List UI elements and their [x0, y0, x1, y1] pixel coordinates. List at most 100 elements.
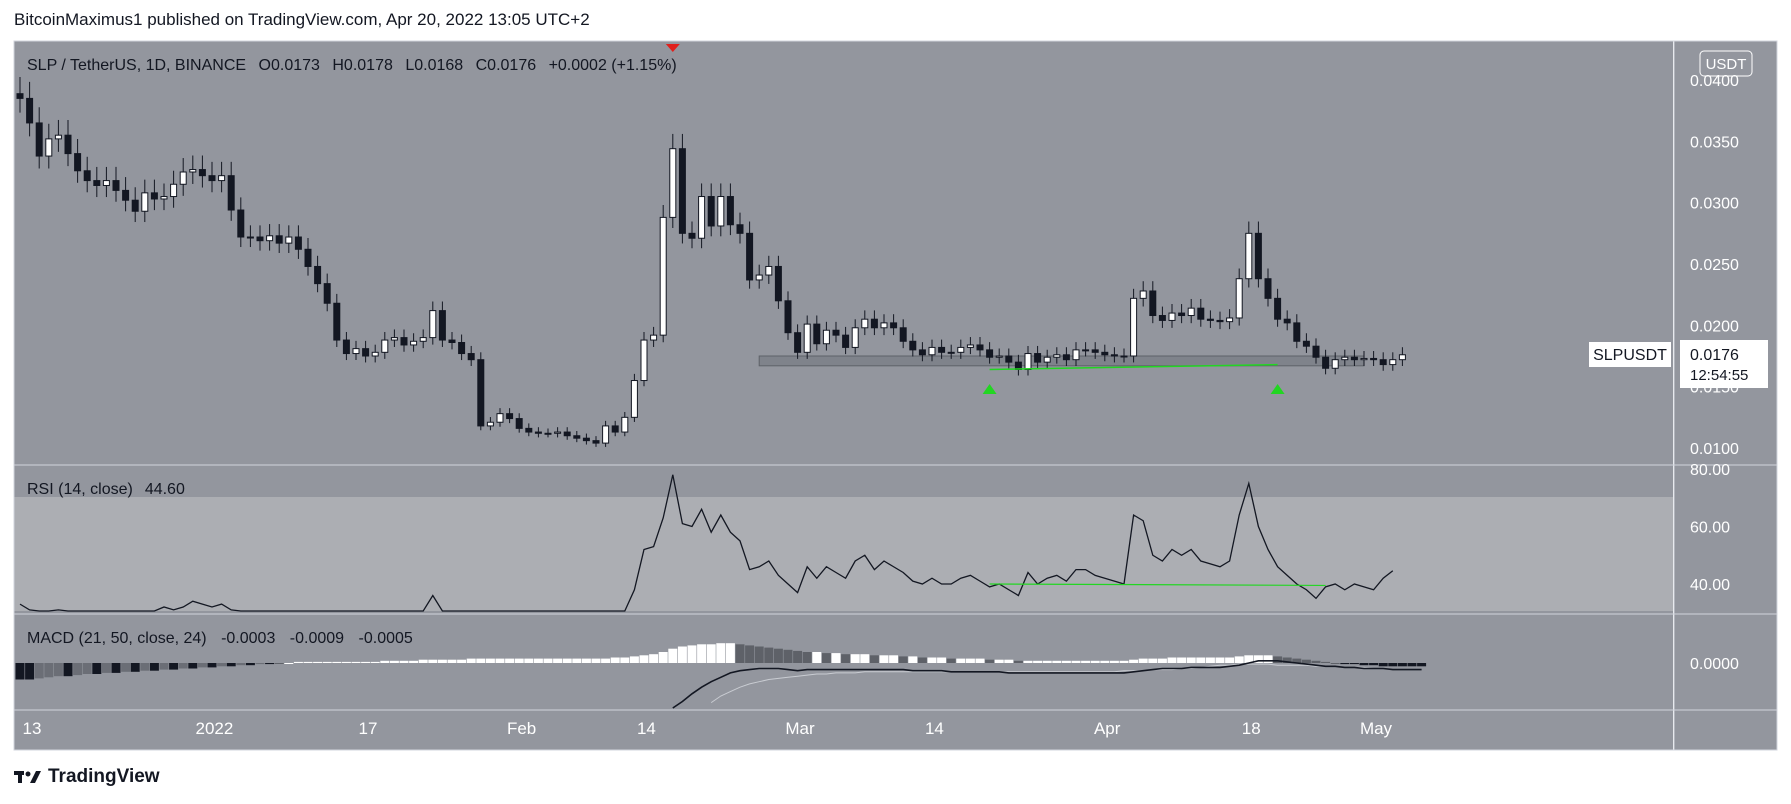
macd-histogram-bar — [197, 663, 207, 668]
bearish-candle — [333, 302, 341, 341]
publisher-line: BitcoinMaximus1 published on TradingView… — [14, 10, 590, 29]
bullish-candle — [995, 355, 1003, 358]
bearish-candle — [1274, 297, 1282, 320]
macd-histogram-bar — [332, 661, 342, 663]
macd-histogram-bar — [706, 644, 716, 663]
macd-histogram-bar — [236, 663, 246, 666]
price-axis-label: 0.0300 — [1690, 196, 1739, 213]
macd-histogram-bar — [399, 660, 409, 663]
macd-histogram-bar — [802, 652, 812, 663]
macd-histogram-bar — [1196, 657, 1206, 663]
bearish-candle — [1216, 319, 1224, 323]
bullish-candle — [803, 323, 811, 353]
bullish-candle — [1120, 355, 1128, 358]
macd-histogram-bar — [1177, 657, 1187, 663]
macd-histogram-bar — [841, 654, 851, 663]
bearish-candle — [342, 339, 350, 355]
macd-histogram-bar — [217, 663, 227, 667]
time-axis-label: May — [1360, 719, 1393, 738]
bearish-candle — [1293, 322, 1301, 342]
price-axis-area[interactable] — [1674, 41, 1777, 750]
macd-histogram-bar — [543, 658, 553, 663]
bearish-candle — [1302, 340, 1310, 347]
price-axis-label: 0.0350 — [1690, 134, 1739, 151]
bullish-candle — [1168, 312, 1176, 321]
bearish-candle — [26, 97, 34, 124]
bearish-candle — [448, 339, 456, 344]
macd-histogram-bar — [313, 661, 323, 663]
macd-histogram-bar — [159, 663, 169, 670]
macd-histogram-bar — [994, 659, 1004, 663]
bearish-candle — [1101, 351, 1109, 356]
macd-histogram-bar — [1119, 660, 1129, 663]
bullish-candle — [1226, 317, 1234, 323]
time-axis-label: 14 — [925, 719, 944, 738]
bearish-candle — [323, 283, 331, 304]
bullish-candle — [170, 183, 178, 198]
macd-histogram-bar — [322, 661, 332, 663]
macd-histogram-bar — [1100, 660, 1110, 663]
bearish-candle — [890, 322, 898, 329]
bullish-candle — [54, 134, 62, 140]
bullish-candle — [1024, 353, 1032, 370]
bullish-candle — [947, 351, 955, 354]
bullish-candle — [1398, 354, 1406, 361]
bullish-candle — [266, 235, 274, 242]
macd-histogram-bar — [610, 657, 620, 663]
rsi-line — [19, 474, 1394, 612]
bearish-candle — [477, 359, 485, 427]
macd-histogram-bar — [34, 663, 44, 679]
footer-brand-label: TradingView — [48, 766, 160, 787]
macd-histogram-bar — [754, 646, 764, 663]
macd-histogram-bar — [965, 658, 975, 663]
price-pane[interactable] — [14, 41, 1673, 465]
bullish-candle — [957, 346, 965, 353]
macd-histogram-bar — [409, 660, 419, 663]
macd-histogram-bar — [620, 657, 630, 663]
macd-histogram-bar — [821, 653, 831, 663]
macd-histogram-bar — [889, 655, 899, 663]
macd-histogram-bar — [111, 663, 121, 673]
bearish-candle — [122, 189, 130, 201]
macd-histogram-bar — [341, 661, 351, 663]
macd-histogram-bar — [697, 644, 707, 663]
time-axis-area[interactable] — [14, 710, 1673, 750]
macd-histogram-bar — [1234, 656, 1244, 663]
macd-histogram-bar — [44, 663, 54, 678]
bullish-candle — [717, 196, 725, 227]
macd-histogram-bar — [860, 654, 870, 663]
macd-histogram-bar — [457, 659, 467, 663]
bearish-candle — [1379, 359, 1387, 366]
macd-histogram-bar — [745, 645, 755, 663]
bullish-candle — [1360, 357, 1368, 361]
bullish-candle — [102, 180, 110, 186]
symbol-legend: SLP / TetherUS, 1D, BINANCE O0.0173 H0.0… — [27, 57, 677, 74]
time-axis-label: Mar — [785, 719, 815, 738]
price-divergence-line — [989, 363, 1278, 371]
bearish-candle — [294, 236, 302, 250]
macd-histogram-bar — [1033, 660, 1043, 663]
bearish-candle — [563, 431, 571, 437]
macd-histogram-bar — [1013, 660, 1023, 663]
bullish-candle — [602, 425, 610, 444]
time-axis-label: 17 — [359, 719, 378, 738]
bullish-candle — [486, 421, 494, 427]
macd-histogram-bar — [1273, 656, 1283, 663]
macd-histogram-bar — [725, 643, 735, 663]
bearish-candle — [918, 349, 926, 356]
down-arrow-icon — [665, 44, 680, 52]
price-axis-label: 0.0200 — [1690, 318, 1739, 335]
footer-brand[interactable]: TradingView — [14, 766, 160, 788]
macd-histogram-bar — [140, 663, 150, 671]
rsi-axis-label: 40.00 — [1690, 577, 1730, 594]
macd-histogram-bar — [1090, 660, 1100, 663]
bullish-candle — [352, 348, 360, 355]
macd-histogram-bar — [946, 658, 956, 663]
bearish-candle — [1197, 307, 1205, 320]
macd-histogram-bar — [15, 663, 25, 680]
macd-histogram-bar — [188, 663, 198, 669]
bearish-candle — [74, 153, 82, 172]
bullish-candle — [1082, 349, 1090, 352]
currency-badge[interactable] — [1699, 50, 1753, 77]
